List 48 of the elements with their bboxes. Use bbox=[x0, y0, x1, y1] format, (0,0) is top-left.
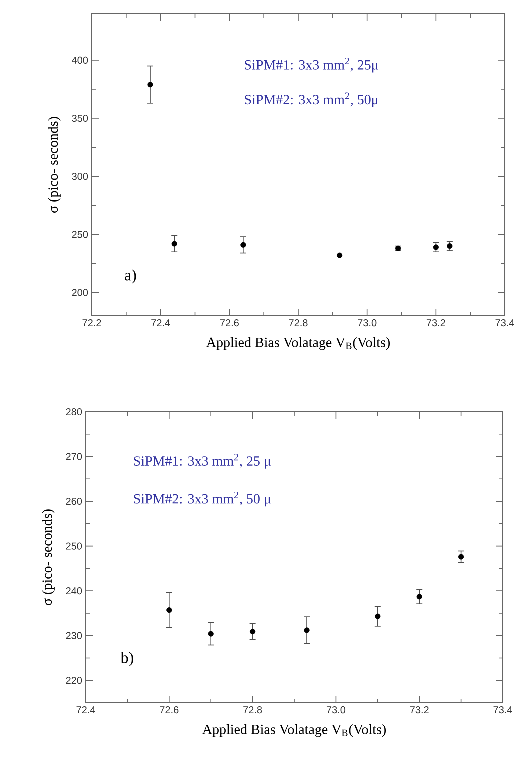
annotation: b) bbox=[120, 652, 134, 667]
annotation: a) bbox=[125, 269, 136, 284]
x-tick-label: 72.4 bbox=[152, 320, 170, 327]
point bbox=[416, 594, 422, 600]
y-tick-label: 400 bbox=[72, 56, 88, 64]
y-tick-label: 200 bbox=[72, 289, 88, 296]
x-tick-label: 72.8 bbox=[289, 320, 308, 327]
point bbox=[172, 241, 178, 247]
x-tick-label: 73.4 bbox=[496, 320, 514, 327]
y-tick-label: 300 bbox=[72, 173, 88, 180]
point bbox=[148, 82, 154, 88]
y-tick-label: 260 bbox=[66, 498, 82, 506]
point bbox=[208, 631, 214, 637]
annotation: SiPM#1: 3x3 mm$^{2}$, 25 μ bbox=[134, 454, 271, 469]
point bbox=[304, 628, 310, 634]
point bbox=[433, 244, 439, 250]
x-tick-label: 73.0 bbox=[326, 706, 346, 714]
point bbox=[458, 554, 464, 560]
x-tick-label: 73.4 bbox=[494, 706, 512, 714]
y-tick-label: 230 bbox=[66, 632, 82, 640]
y-tick-label: 250 bbox=[66, 542, 82, 550]
y-axis-title: σ (pico- seconds) bbox=[42, 510, 55, 606]
x-tick-label: 73.2 bbox=[410, 706, 429, 714]
x-tick-label: 72.6 bbox=[220, 320, 239, 327]
point bbox=[337, 252, 343, 258]
y-tick-label: 280 bbox=[66, 408, 82, 416]
x-tick-label: 73.0 bbox=[358, 320, 377, 327]
point bbox=[375, 614, 381, 620]
y-tick-label: 240 bbox=[66, 588, 82, 595]
y-tick-label: 350 bbox=[72, 114, 88, 122]
x-axis-title: Applied Bias Volatage V$_{B}$(Volts) bbox=[202, 724, 386, 738]
annotation: SiPM#2: 3x3 mm$^{2}$, 50μ bbox=[245, 92, 378, 108]
y-axis-title: σ (pico- seconds) bbox=[48, 117, 61, 213]
x-tick-label: 72.8 bbox=[244, 706, 262, 714]
point bbox=[250, 629, 256, 635]
point bbox=[166, 608, 172, 614]
x-axis-title: Applied Bias Volatage V$_{B}$(Volts) bbox=[206, 337, 390, 350]
y-tick-label: 220 bbox=[66, 677, 82, 684]
x-tick-label: 72.4 bbox=[76, 706, 96, 714]
x-tick-label: 72.2 bbox=[82, 320, 102, 327]
annotation: SiPM#2: 3x3 mm$^{2}$, 50 μ bbox=[134, 492, 271, 507]
point bbox=[240, 242, 246, 248]
y-tick-label: 270 bbox=[66, 453, 82, 460]
x-tick-label: 73.2 bbox=[426, 320, 446, 327]
x-tick-label: 72.6 bbox=[160, 706, 179, 714]
y-tick-label: 250 bbox=[72, 231, 88, 238]
point bbox=[447, 244, 453, 250]
annotation: SiPM#1: 3x3 mm$^{2}$, 25μ bbox=[245, 58, 378, 73]
